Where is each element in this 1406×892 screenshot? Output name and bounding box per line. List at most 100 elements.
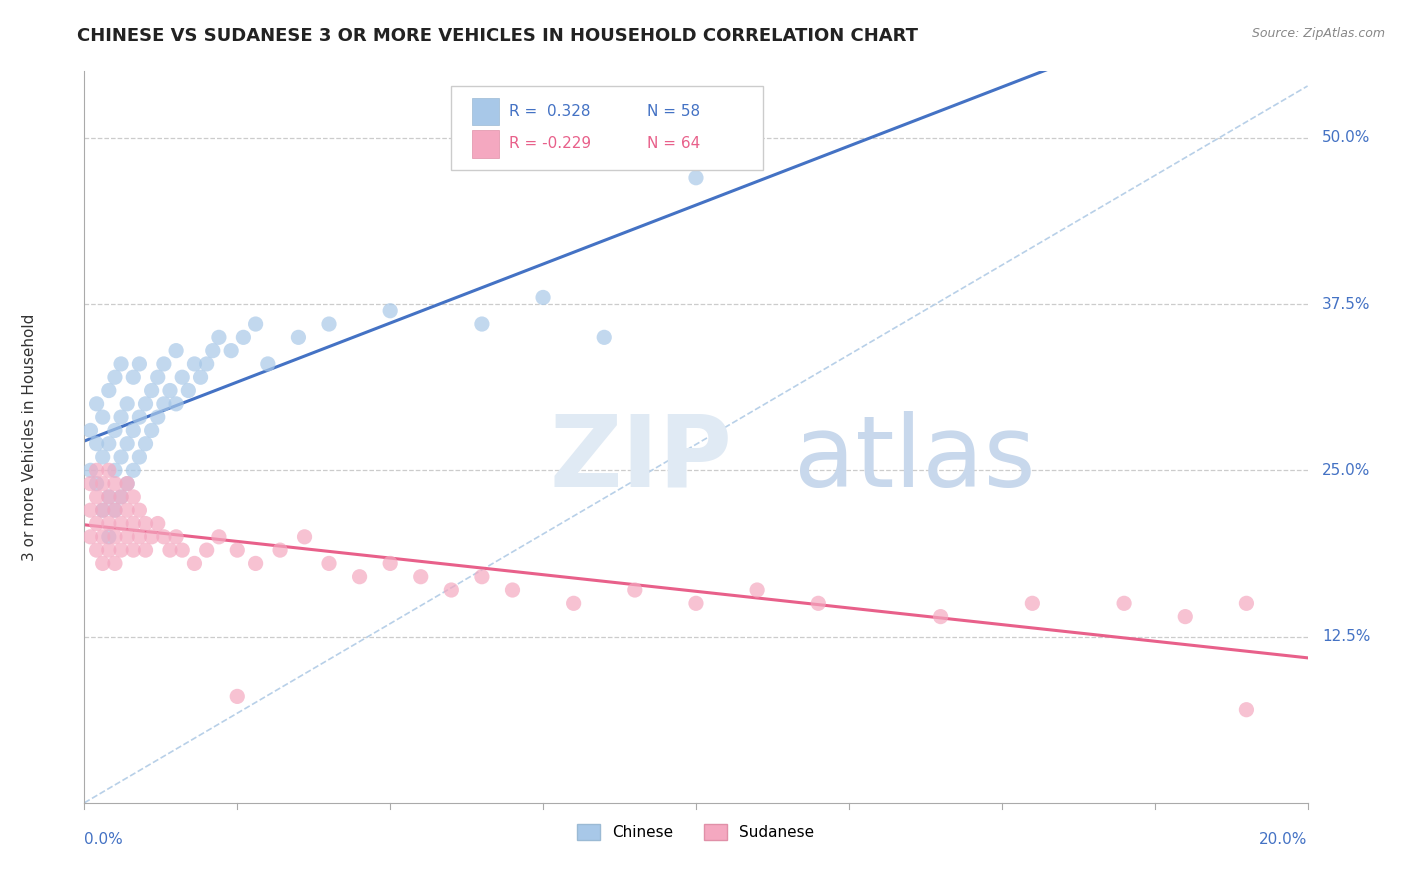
Point: [97, 543, 120, 558]
Point: [318, 557, 340, 571]
Point: [97, 463, 120, 477]
Point: [165, 530, 187, 544]
Point: [135, 436, 157, 450]
Point: [593, 330, 616, 344]
Point: [79, 530, 101, 544]
Point: [79, 463, 101, 477]
Point: [110, 410, 132, 425]
Point: [122, 424, 145, 438]
Point: [1236, 596, 1258, 610]
Point: [110, 450, 132, 464]
Point: [208, 530, 231, 544]
Point: [153, 357, 176, 371]
Point: [110, 357, 132, 371]
Point: [135, 543, 157, 558]
FancyBboxPatch shape: [472, 130, 499, 158]
Point: [86, 543, 108, 558]
Point: [86, 436, 108, 450]
Point: [79, 476, 101, 491]
Point: [183, 557, 205, 571]
Point: [232, 330, 254, 344]
FancyBboxPatch shape: [451, 86, 763, 170]
Point: [929, 609, 952, 624]
Point: [97, 436, 120, 450]
Point: [122, 370, 145, 384]
Point: [86, 463, 108, 477]
Point: [562, 596, 585, 610]
Legend: Chinese, Sudanese: Chinese, Sudanese: [571, 818, 821, 847]
Point: [104, 557, 127, 571]
Point: [201, 343, 224, 358]
Point: [141, 384, 163, 398]
Point: [128, 503, 150, 517]
Point: [685, 170, 707, 185]
Point: [104, 370, 127, 384]
Point: [104, 530, 127, 544]
Point: [97, 516, 120, 531]
Point: [115, 476, 138, 491]
Point: [122, 543, 145, 558]
FancyBboxPatch shape: [472, 98, 499, 126]
Point: [153, 397, 176, 411]
Point: [172, 543, 194, 558]
Text: N = 58: N = 58: [647, 104, 700, 120]
Point: [79, 424, 101, 438]
Point: [245, 317, 267, 331]
Text: ZIP: ZIP: [550, 410, 733, 508]
Point: [190, 370, 212, 384]
Point: [807, 596, 830, 610]
Point: [177, 384, 200, 398]
Point: [115, 476, 138, 491]
Point: [195, 543, 218, 558]
Point: [153, 530, 176, 544]
Point: [294, 530, 316, 544]
Text: 3 or more Vehicles in Household: 3 or more Vehicles in Household: [22, 313, 37, 561]
Point: [122, 516, 145, 531]
Point: [128, 357, 150, 371]
Point: [128, 410, 150, 425]
Point: [110, 490, 132, 504]
Point: [531, 290, 554, 304]
Point: [183, 357, 205, 371]
Point: [287, 330, 309, 344]
Point: [135, 397, 157, 411]
Text: N = 64: N = 64: [647, 136, 700, 152]
Text: 50.0%: 50.0%: [1322, 130, 1371, 145]
Point: [380, 303, 402, 318]
Point: [219, 343, 242, 358]
Text: atlas: atlas: [794, 410, 1035, 508]
Point: [1114, 596, 1136, 610]
Point: [257, 357, 280, 371]
Point: [159, 384, 181, 398]
Text: Source: ZipAtlas.com: Source: ZipAtlas.com: [1251, 27, 1385, 40]
Point: [226, 543, 249, 558]
Point: [146, 370, 169, 384]
Point: [115, 530, 138, 544]
Point: [380, 557, 402, 571]
Point: [91, 450, 114, 464]
Point: [747, 582, 769, 597]
Point: [122, 463, 145, 477]
Text: R =  0.328: R = 0.328: [509, 104, 591, 120]
Point: [97, 530, 120, 544]
Text: 37.5%: 37.5%: [1322, 297, 1371, 311]
Point: [226, 690, 249, 704]
Text: 12.5%: 12.5%: [1322, 629, 1371, 644]
Point: [91, 557, 114, 571]
Point: [110, 543, 132, 558]
Point: [97, 490, 120, 504]
Point: [104, 476, 127, 491]
Point: [104, 503, 127, 517]
Point: [471, 317, 494, 331]
Point: [128, 450, 150, 464]
Point: [349, 570, 371, 584]
Point: [208, 330, 231, 344]
Point: [91, 476, 114, 491]
Point: [172, 370, 194, 384]
Point: [141, 530, 163, 544]
Point: [502, 582, 524, 597]
Point: [86, 397, 108, 411]
Point: [91, 503, 114, 517]
Point: [115, 503, 138, 517]
Point: [110, 490, 132, 504]
